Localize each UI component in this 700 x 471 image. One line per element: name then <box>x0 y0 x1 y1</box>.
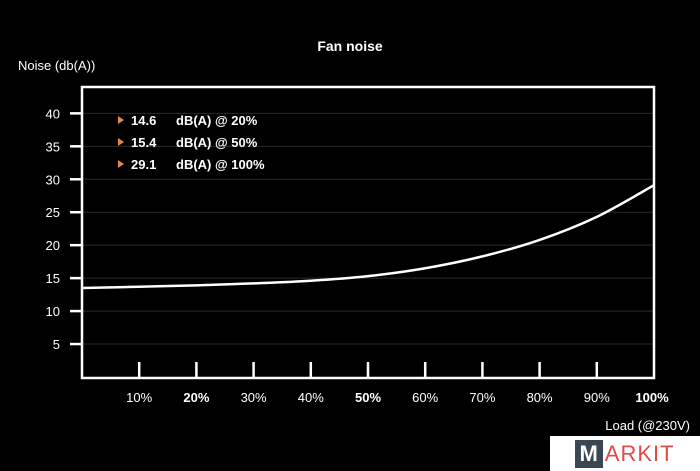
x-tick-label: 50% <box>355 390 381 405</box>
plot-frame <box>80 85 656 380</box>
annotation-text: dB(A) @ 20% <box>176 113 258 128</box>
chart-title: Fan noise <box>317 38 383 54</box>
markit-watermark-logo: M ARKIT <box>550 436 700 471</box>
x-axis-label: Load (@230V) <box>605 418 690 433</box>
x-tick-label: 100% <box>635 390 669 405</box>
y-axis-label: Noise (db(A)) <box>18 58 95 73</box>
y-tick-label: 40 <box>46 106 60 121</box>
x-tick-label: 40% <box>298 390 324 405</box>
x-tick-label: 70% <box>469 390 495 405</box>
y-tick-label: 20 <box>46 238 60 253</box>
triangle-bullet-icon <box>118 160 124 168</box>
annotation-text: dB(A) @ 50% <box>176 135 258 150</box>
x-tick-label: 80% <box>527 390 553 405</box>
annotation-value: 29.1 <box>131 157 156 172</box>
y-tick-label: 30 <box>46 172 60 187</box>
annotation-value: 15.4 <box>131 135 157 150</box>
x-tick-label: 30% <box>241 390 267 405</box>
triangle-bullet-icon <box>118 138 124 146</box>
x-tick-label: 60% <box>412 390 438 405</box>
noise-curve <box>81 184 655 290</box>
x-tick-label: 90% <box>584 390 610 405</box>
x-tick-label: 20% <box>183 390 209 405</box>
annotation-value: 14.6 <box>131 113 156 128</box>
x-tick-label: 10% <box>126 390 152 405</box>
y-tick-label: 10 <box>46 304 60 319</box>
y-tick-label: 35 <box>46 139 60 154</box>
y-tick-label: 15 <box>46 271 60 286</box>
triangle-bullet-icon <box>118 116 124 124</box>
annotation-text: dB(A) @ 100% <box>176 157 265 172</box>
y-tick-label: 5 <box>53 337 60 352</box>
y-tick-label: 25 <box>46 205 60 220</box>
